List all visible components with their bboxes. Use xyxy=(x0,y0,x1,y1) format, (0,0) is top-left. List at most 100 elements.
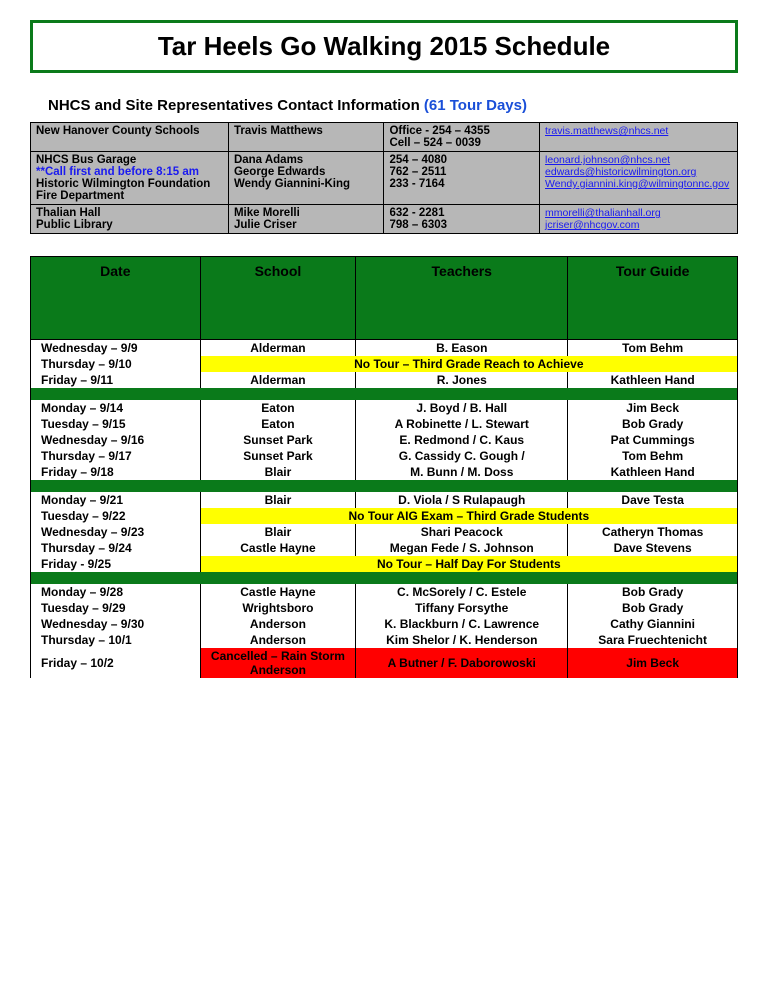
cell-guide: Pat Cummings xyxy=(568,432,738,448)
cell-teachers: C. McSorely / C. Estele xyxy=(356,584,568,600)
cell-guide: Bob Grady xyxy=(568,600,738,616)
contact-phone: 254 – 4080762 – 2511233 - 7164 xyxy=(384,152,540,205)
cell-guide: Dave Testa xyxy=(568,492,738,508)
email-link[interactable]: mmorelli@thalianhall.org xyxy=(545,207,661,219)
cell-date: Wednesday – 9/23 xyxy=(31,524,201,540)
cell-date: Thursday – 10/1 xyxy=(31,632,201,648)
cell-date: Wednesday – 9/30 xyxy=(31,616,201,632)
cell-guide: Tom Behm xyxy=(568,448,738,464)
cell-school: Wrightsboro xyxy=(200,600,356,616)
schedule-row: Friday – 9/18BlairM. Bunn / M. DossKathl… xyxy=(31,464,738,480)
cell-date: Monday – 9/14 xyxy=(31,400,201,416)
cell-date: Thursday – 9/17 xyxy=(31,448,201,464)
cell-school: Eaton xyxy=(200,400,356,416)
cell-guide: Catheryn Thomas xyxy=(568,524,738,540)
schedule-row: Monday – 9/14EatonJ. Boyd / B. HallJim B… xyxy=(31,400,738,416)
cell-teachers: A Robinette / L. Stewart xyxy=(356,416,568,432)
no-tour-cell: No Tour – Half Day For Students xyxy=(200,556,737,572)
schedule-table: Date School Teachers Tour Guide Wednesda… xyxy=(30,256,738,678)
subtitle-days: (61 Tour Days) xyxy=(424,97,527,114)
cell-teachers: K. Blackburn / C. Lawrence xyxy=(356,616,568,632)
email-link[interactable]: jcriser@nhcgov.com xyxy=(545,219,640,231)
cell-school: Castle Hayne xyxy=(200,540,356,556)
cell-teachers: M. Bunn / M. Doss xyxy=(356,464,568,480)
cell-date: Friday - 9/25 xyxy=(31,556,201,572)
cell-guide: Jim Beck xyxy=(568,648,738,678)
cell-guide: Kathleen Hand xyxy=(568,372,738,388)
cell-guide: Cathy Giannini xyxy=(568,616,738,632)
contact-email: leonard.johnson@nhcs.netedwards@historic… xyxy=(540,152,738,205)
page-title: Tar Heels Go Walking 2015 Schedule xyxy=(53,31,715,62)
contact-email: travis.matthews@nhcs.net xyxy=(540,123,738,152)
email-link[interactable]: leonard.johnson@nhcs.net xyxy=(545,154,670,166)
cell-school: Anderson xyxy=(200,616,356,632)
cell-date: Friday – 9/18 xyxy=(31,464,201,480)
cell-guide: Bob Grady xyxy=(568,416,738,432)
cell-teachers: R. Jones xyxy=(356,372,568,388)
col-guide: Tour Guide xyxy=(568,257,738,340)
subtitle: NHCS and Site Representatives Contact In… xyxy=(48,97,738,114)
cell-school: Sunset Park xyxy=(200,432,356,448)
cell-guide: Tom Behm xyxy=(568,340,738,357)
cell-date: Wednesday – 9/9 xyxy=(31,340,201,357)
cell-date: Monday – 9/28 xyxy=(31,584,201,600)
contact-row: New Hanover County SchoolsTravis Matthew… xyxy=(31,123,738,152)
schedule-row: Friday – 9/11AldermanR. JonesKathleen Ha… xyxy=(31,372,738,388)
cell-date: Monday – 9/21 xyxy=(31,492,201,508)
schedule-row: Wednesday – 9/30AndersonK. Blackburn / C… xyxy=(31,616,738,632)
cell-date: Wednesday – 9/16 xyxy=(31,432,201,448)
cell-date: Tuesday – 9/22 xyxy=(31,508,201,524)
cell-teachers: A Butner / F. Daborowoski xyxy=(356,648,568,678)
cell-teachers: D. Viola / S Rulapaugh xyxy=(356,492,568,508)
cell-guide: Kathleen Hand xyxy=(568,464,738,480)
cell-teachers: G. Cassidy C. Gough / xyxy=(356,448,568,464)
cell-school: Blair xyxy=(200,464,356,480)
contact-row: NHCS Bus Garage**Call first and before 8… xyxy=(31,152,738,205)
contact-org: New Hanover County Schools xyxy=(31,123,229,152)
cell-school: Alderman xyxy=(200,372,356,388)
schedule-row: Tuesday – 9/15EatonA Robinette / L. Stew… xyxy=(31,416,738,432)
schedule-row: Wednesday – 9/23BlairShari PeacockCather… xyxy=(31,524,738,540)
schedule-row: Thursday – 10/1AndersonKim Shelor / K. H… xyxy=(31,632,738,648)
cell-date: Tuesday – 9/15 xyxy=(31,416,201,432)
no-tour-cell: No Tour – Third Grade Reach to Achieve xyxy=(200,356,737,372)
cell-teachers: E. Redmond / C. Kaus xyxy=(356,432,568,448)
cell-school: Blair xyxy=(200,524,356,540)
schedule-row: Tuesday – 9/22No Tour AIG Exam – Third G… xyxy=(31,508,738,524)
cell-school: Blair xyxy=(200,492,356,508)
cell-guide: Dave Stevens xyxy=(568,540,738,556)
col-teachers: Teachers xyxy=(356,257,568,340)
email-link[interactable]: travis.matthews@nhcs.net xyxy=(545,125,668,137)
cell-teachers: J. Boyd / B. Hall xyxy=(356,400,568,416)
email-link[interactable]: Wendy.giannini.king@wilmingtonnc.gov xyxy=(545,178,729,190)
title-box: Tar Heels Go Walking 2015 Schedule xyxy=(30,20,738,73)
contact-org: NHCS Bus Garage**Call first and before 8… xyxy=(31,152,229,205)
col-date: Date xyxy=(31,257,201,340)
cell-school: Sunset Park xyxy=(200,448,356,464)
contact-person: Travis Matthews xyxy=(228,123,384,152)
schedule-row: Monday – 9/28Castle HayneC. McSorely / C… xyxy=(31,584,738,600)
cell-school: Castle Hayne xyxy=(200,584,356,600)
schedule-row: Wednesday – 9/16Sunset ParkE. Redmond / … xyxy=(31,432,738,448)
contact-table: New Hanover County SchoolsTravis Matthew… xyxy=(30,122,738,234)
cell-date: Friday – 10/2 xyxy=(31,648,201,678)
contact-person: Dana AdamsGeorge EdwardsWendy Giannini-K… xyxy=(228,152,384,205)
schedule-row: Tuesday – 9/29WrightsboroTiffany Forsyth… xyxy=(31,600,738,616)
cell-guide: Jim Beck xyxy=(568,400,738,416)
schedule-row: Friday – 10/2Cancelled – Rain Storm Ande… xyxy=(31,648,738,678)
schedule-row: Thursday – 9/17Sunset ParkG. Cassidy C. … xyxy=(31,448,738,464)
contact-row: Thalian HallPublic LibraryMike MorelliJu… xyxy=(31,205,738,234)
schedule-row: Wednesday – 9/9AldermanB. EasonTom Behm xyxy=(31,340,738,357)
cell-date: Tuesday – 9/29 xyxy=(31,600,201,616)
cell-date: Thursday – 9/24 xyxy=(31,540,201,556)
cell-teachers: Megan Fede / S. Johnson xyxy=(356,540,568,556)
email-link[interactable]: edwards@historicwilmington.org xyxy=(545,166,696,178)
gap-row xyxy=(31,572,738,584)
schedule-row: Monday – 9/21BlairD. Viola / S Rulapaugh… xyxy=(31,492,738,508)
gap-row xyxy=(31,480,738,492)
schedule-row xyxy=(31,572,738,584)
subtitle-main: NHCS and Site Representatives Contact In… xyxy=(48,97,424,114)
schedule-row: Thursday – 9/24Castle HayneMegan Fede / … xyxy=(31,540,738,556)
cell-guide: Bob Grady xyxy=(568,584,738,600)
schedule-row xyxy=(31,388,738,400)
